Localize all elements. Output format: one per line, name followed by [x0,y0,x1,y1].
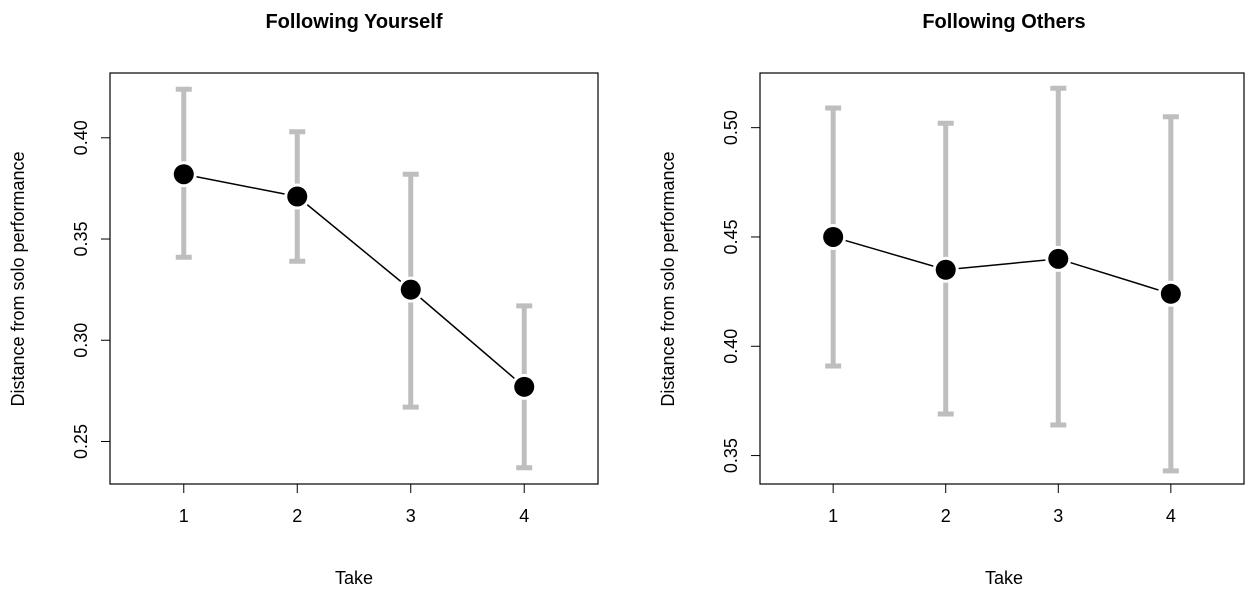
data-point [935,259,956,280]
x-tick-label: 2 [292,506,302,526]
plot-frame [109,72,599,485]
series-line [832,236,1172,295]
y-tick-label: 0.50 [721,110,741,145]
data-points [820,223,1184,307]
x-axis-label: Take [335,568,373,588]
panel-following-yourself: Following Yourself Take Distance from so… [8,11,599,588]
x-tick-label: 3 [406,506,416,526]
data-points [170,161,538,400]
y-tick-label: 0.25 [71,424,91,459]
data-point [287,186,308,207]
chart-title: Following Yourself [265,11,442,33]
y-axis-label: Distance from solo performance [8,151,28,406]
panel-following-others: Following Others Take Distance from solo… [658,11,1245,588]
axes: 1 2 3 4 0.35 0.40 0.45 0.50 [721,110,1176,526]
x-tick-label: 1 [828,506,838,526]
data-point [514,376,535,397]
x-axis-label: Take [985,568,1023,588]
y-tick-label: 0.30 [71,323,91,358]
y-tick-label: 0.40 [71,120,91,155]
x-tick-label: 4 [1166,506,1176,526]
data-point [1048,248,1069,269]
axes: 1 2 3 4 0.25 0.30 0.35 0.40 [71,120,529,526]
y-tick-label: 0.45 [721,219,741,254]
data-point [400,279,421,300]
x-tick-label: 3 [1053,506,1063,526]
plot-frame [759,72,1245,485]
y-tick-label: 0.35 [721,438,741,473]
chart-title: Following Others [922,11,1085,33]
data-point [823,226,844,247]
data-point [1160,283,1181,304]
x-tick-label: 1 [179,506,189,526]
series-polyline [183,173,525,388]
x-tick-label: 2 [941,506,951,526]
y-axis-label: Distance from solo performance [658,151,678,406]
data-point [173,164,194,185]
series-line [183,173,525,388]
series-polyline [832,236,1172,295]
y-tick-label: 0.35 [71,221,91,256]
x-tick-label: 4 [519,506,529,526]
error-bars [175,86,533,471]
y-tick-label: 0.40 [721,329,741,364]
